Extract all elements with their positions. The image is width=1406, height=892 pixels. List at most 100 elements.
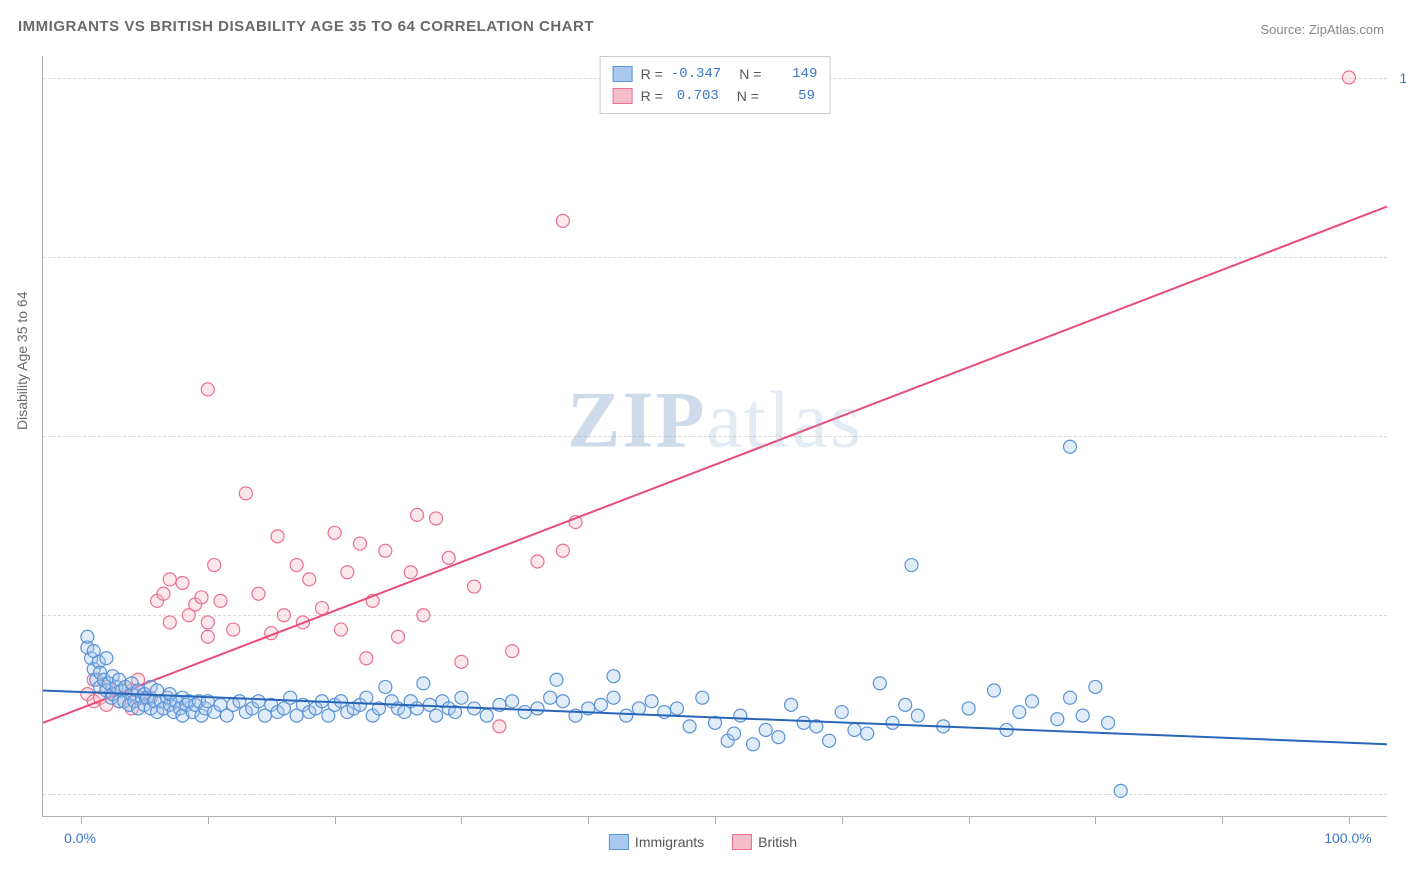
data-point	[252, 587, 265, 600]
data-point	[353, 537, 366, 550]
data-point	[430, 709, 443, 722]
data-point	[1051, 713, 1064, 726]
data-point	[797, 716, 810, 729]
source-prefix: Source:	[1260, 22, 1308, 37]
data-point	[550, 673, 563, 686]
data-point	[1114, 784, 1127, 797]
legend-swatch	[609, 834, 629, 850]
data-point	[556, 695, 569, 708]
data-point	[271, 530, 284, 543]
x-tick-mark	[461, 816, 462, 824]
data-point	[696, 691, 709, 704]
data-point	[1342, 71, 1355, 84]
data-point	[392, 630, 405, 643]
series-legend: Immigrants British	[609, 834, 797, 850]
n-value: 149	[769, 66, 817, 82]
data-point	[506, 695, 519, 708]
data-point	[683, 720, 696, 733]
data-point	[163, 573, 176, 586]
x-tick-mark	[969, 816, 970, 824]
data-point	[506, 645, 519, 658]
correlation-legend: R =-0.347N =149R =0.703N =59	[600, 56, 831, 114]
x-tick-mark	[842, 816, 843, 824]
source-name: ZipAtlas.com	[1309, 22, 1384, 37]
x-tick-label: 100.0%	[1324, 830, 1371, 846]
data-point	[873, 677, 886, 690]
y-tick-label: 25.0%	[1392, 607, 1406, 623]
x-tick-mark	[1222, 816, 1223, 824]
data-point	[81, 630, 94, 643]
scatter-svg	[43, 56, 1387, 816]
data-point	[905, 559, 918, 572]
data-point	[772, 731, 785, 744]
y-tick-label: 75.0%	[1392, 249, 1406, 265]
n-label: N =	[739, 66, 761, 82]
data-point	[379, 680, 392, 693]
data-point	[1064, 440, 1077, 453]
legend-item: Immigrants	[609, 834, 704, 850]
r-value: 0.703	[671, 88, 719, 104]
data-point	[252, 695, 265, 708]
data-point	[100, 652, 113, 665]
x-tick-mark	[81, 816, 82, 824]
legend-row: R =-0.347N =149	[613, 63, 818, 85]
data-point	[360, 691, 373, 704]
data-point	[315, 602, 328, 615]
data-point	[670, 702, 683, 715]
data-point	[195, 591, 208, 604]
data-point	[632, 702, 645, 715]
data-point	[417, 677, 430, 690]
data-point	[201, 630, 214, 643]
r-label: R =	[641, 88, 663, 104]
legend-item: British	[732, 834, 797, 850]
y-tick-label: 50.0%	[1392, 428, 1406, 444]
data-point	[157, 587, 170, 600]
x-tick-mark	[208, 816, 209, 824]
legend-swatch	[732, 834, 752, 850]
data-point	[734, 709, 747, 722]
data-point	[823, 734, 836, 747]
data-point	[290, 559, 303, 572]
legend-swatch	[613, 66, 633, 82]
y-tick-label: 100.0%	[1392, 70, 1406, 86]
x-tick-mark	[1095, 816, 1096, 824]
data-point	[468, 580, 481, 593]
data-point	[747, 738, 760, 751]
data-point	[442, 551, 455, 564]
chart-title: IMMIGRANTS VS BRITISH DISABILITY AGE 35 …	[18, 18, 594, 35]
data-point	[987, 684, 1000, 697]
data-point	[239, 487, 252, 500]
data-point	[886, 716, 899, 729]
data-point	[284, 691, 297, 704]
y-axis-title: Disability Age 35 to 64	[14, 291, 30, 430]
data-point	[1064, 691, 1077, 704]
data-point	[455, 655, 468, 668]
data-point	[1076, 709, 1089, 722]
data-point	[455, 691, 468, 704]
data-point	[899, 698, 912, 711]
data-point	[404, 566, 417, 579]
legend-swatch	[613, 88, 633, 104]
legend-row: R =0.703N =59	[613, 85, 818, 107]
data-point	[531, 702, 544, 715]
data-point	[360, 652, 373, 665]
data-point	[411, 702, 424, 715]
data-point	[1013, 706, 1026, 719]
data-point	[962, 702, 975, 715]
data-point	[759, 723, 772, 736]
plot-area: ZIPatlas R =-0.347N =149R =0.703N =59 25…	[42, 56, 1387, 817]
data-point	[556, 544, 569, 557]
r-label: R =	[641, 66, 663, 82]
data-point	[911, 709, 924, 722]
data-point	[556, 214, 569, 227]
data-point	[341, 566, 354, 579]
data-point	[645, 695, 658, 708]
n-value: 59	[767, 88, 815, 104]
data-point	[620, 709, 633, 722]
data-point	[163, 616, 176, 629]
data-point	[411, 508, 424, 521]
data-point	[848, 723, 861, 736]
data-point	[208, 559, 221, 572]
data-point	[518, 706, 531, 719]
data-point	[430, 512, 443, 525]
